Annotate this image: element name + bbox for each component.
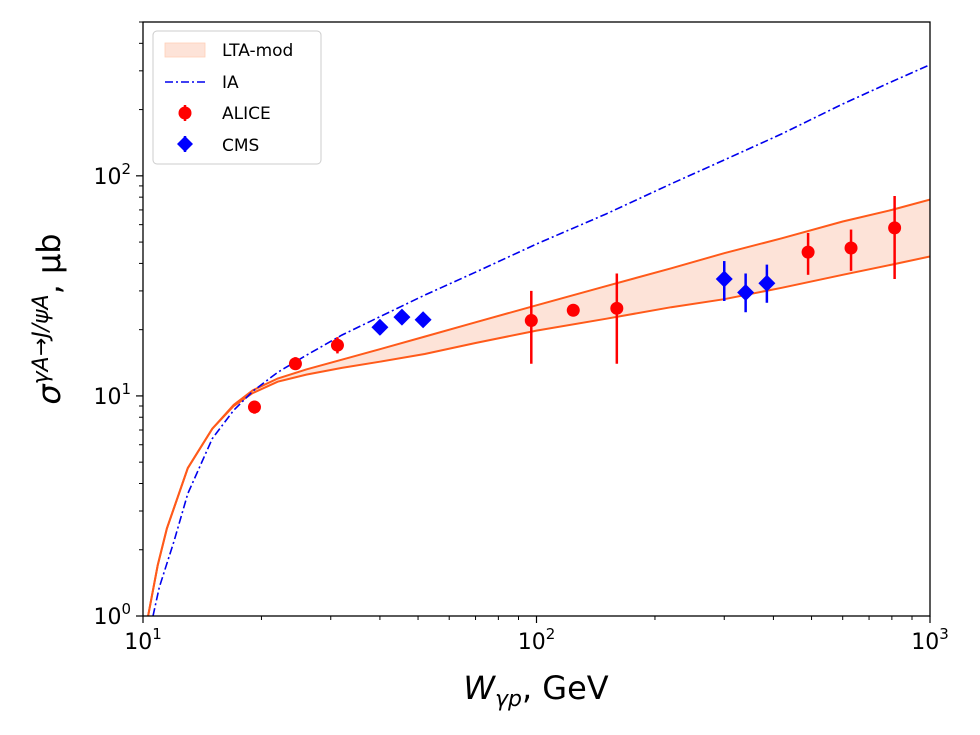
legend-label-cms: CMS [222, 136, 259, 156]
lta-mod-band-fill [148, 199, 930, 616]
line-layer [152, 63, 930, 616]
alice-point-0 [247, 400, 261, 414]
y-tick-label-0: 100 [93, 600, 131, 630]
legend: LTA-mod IA ALICE CMS [152, 30, 322, 165]
legend-label-alice: ALICE [222, 104, 271, 124]
alice-point-7 [844, 241, 858, 255]
band-layer [147, 198, 930, 616]
x-tick-label-1: 102 [518, 625, 556, 655]
cms-point-3 [715, 270, 733, 288]
alice-point-6 [801, 245, 815, 259]
y-tick-label-1: 101 [93, 380, 131, 410]
x-axis-label: Wγp, GeV [463, 669, 608, 712]
cms-point-2 [414, 311, 432, 329]
x-tick-label-2: 103 [911, 625, 949, 655]
cms-point-1 [393, 308, 411, 326]
lta-mod-lower-line [147, 255, 930, 616]
legend-swatch-cms [177, 136, 193, 152]
cms-point-4 [737, 284, 755, 302]
y-tick-label-2: 102 [93, 160, 131, 190]
x-tick-label-0: 101 [124, 625, 162, 655]
points-layer [247, 195, 902, 414]
legend-swatch-lta-mod [164, 42, 206, 58]
legend-label-ia: IA [222, 73, 239, 93]
ia-line [152, 63, 930, 616]
alice-point-8 [888, 221, 902, 235]
alice-point-4 [566, 303, 580, 317]
cms-point-0 [371, 318, 389, 336]
alice-point-3 [524, 314, 538, 328]
alice-point-5 [610, 301, 624, 315]
legend-label-lta-mod: LTA-mod [222, 41, 293, 61]
legend-box [152, 30, 322, 165]
cms-point-5 [758, 274, 776, 292]
legend-swatch-alice [178, 105, 192, 121]
alice-point-2 [330, 338, 344, 352]
alice-point-1 [288, 357, 302, 371]
y-axis-label: σγA→J/ψA, μb [29, 233, 68, 404]
